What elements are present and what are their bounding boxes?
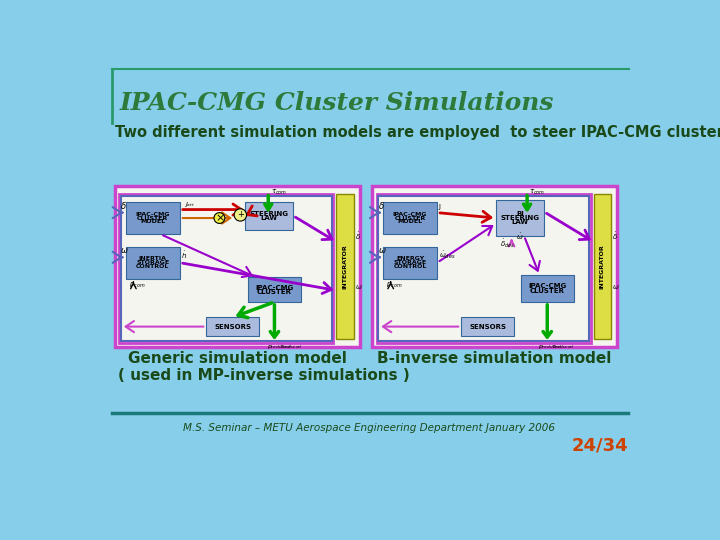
Bar [594,194,611,339]
Bar [336,194,354,339]
Text: STORAGE: STORAGE [136,260,169,265]
Text: $\delta$: $\delta$ [377,200,384,211]
Text: IPAC-CMG Cluster Simulations: IPAC-CMG Cluster Simulations [120,91,554,116]
Bar [245,202,293,230]
Text: $\dot{\omega}_{des}$: $\dot{\omega}_{des}$ [438,249,455,261]
Text: LAW: LAW [512,219,528,225]
Text: IPAC-CMG: IPAC-CMG [135,212,170,217]
Text: +: + [237,211,244,219]
Text: $\tau_{com}$: $\tau_{com}$ [271,188,287,197]
Bar [120,194,333,343]
Text: $\omega$: $\omega$ [377,246,386,255]
Bar [206,318,259,336]
Text: STORAGE: STORAGE [394,260,427,265]
Text: STEERING: STEERING [250,211,289,217]
Text: $p_{reduced}$: $p_{reduced}$ [538,343,562,351]
Text: IPAC-CMG: IPAC-CMG [528,284,567,289]
Text: ENERGY: ENERGY [396,256,424,261]
Text: MODEL: MODEL [140,219,166,224]
Circle shape [234,209,246,221]
Text: $p_{com}$: $p_{com}$ [129,281,145,290]
Text: IPAC-CMG: IPAC-CMG [256,285,294,291]
Text: CLUSTER: CLUSTER [137,215,168,220]
Text: $\dot{h}$: $\dot{h}$ [181,249,187,261]
Text: LAW: LAW [261,215,278,221]
Bar [378,195,589,341]
Text: CONTROL: CONTROL [393,264,427,269]
Text: $\dot{\delta}_{des}$: $\dot{\delta}_{des}$ [500,238,515,251]
Text: M.S. Seminar – METU Aerospace Engineering Department January 2006: M.S. Seminar – METU Aerospace Engineerin… [183,423,555,433]
Text: $\dot{\delta}$: $\dot{\delta}$ [355,231,361,242]
Bar [383,202,437,234]
Text: CLUSTER: CLUSTER [395,215,426,220]
Text: $\omega$: $\omega$ [355,283,363,291]
Text: $\delta$: $\delta$ [120,200,127,211]
Text: MODEL: MODEL [397,219,423,224]
Text: Two different simulation models are employed  to steer IPAC-CMG cluster: Two different simulation models are empl… [114,125,720,140]
Text: $p_{com}$: $p_{com}$ [386,281,402,290]
Bar [121,195,332,341]
Text: INTEGRATOR: INTEGRATOR [343,244,348,289]
Text: 24/34: 24/34 [571,437,628,455]
Text: $\omega$: $\omega$ [120,246,129,255]
Text: $\dot{\delta}$: $\dot{\delta}$ [612,231,618,242]
Text: $\tau_{reduced}$: $\tau_{reduced}$ [551,343,575,351]
Text: CLUSTER: CLUSTER [530,288,564,294]
Text: J: J [438,204,441,210]
Text: $p_{reduced}$: $p_{reduced}$ [266,343,291,351]
Bar [521,275,574,302]
Bar [383,247,437,279]
Text: $\omega$: $\omega$ [612,283,620,291]
Bar [126,202,180,234]
Text: STEERING: STEERING [500,215,539,221]
Bar [496,200,544,236]
Text: INERTIA: INERTIA [139,256,167,261]
Circle shape [214,213,225,224]
Bar [248,278,301,302]
Text: CONTROL: CONTROL [136,264,169,269]
Bar [372,186,617,347]
Text: SENSORS: SENSORS [214,323,251,329]
Text: $\times$: $\times$ [215,213,225,223]
Text: INTEGRATOR: INTEGRATOR [600,244,605,289]
Text: SENSORS: SENSORS [469,323,506,329]
Text: B-inverse simulation model: B-inverse simulation model [377,352,612,367]
Text: $\tau_{com}$: $\tau_{com}$ [529,188,546,197]
Text: CLUSTER: CLUSTER [257,289,292,295]
Text: Generic simulation model: Generic simulation model [128,352,347,367]
Text: $\tau_{reduced}$: $\tau_{reduced}$ [279,343,303,351]
Bar [114,186,360,347]
Text: $J_{att}$: $J_{att}$ [184,200,195,210]
Text: IPAC-CMG: IPAC-CMG [393,212,428,217]
Text: $\dot{\omega}$: $\dot{\omega}$ [516,231,523,241]
Bar [462,318,514,336]
Text: ( used in MP-inverse simulations ): ( used in MP-inverse simulations ) [118,368,410,383]
Bar [126,247,180,279]
Bar [377,194,590,343]
Text: BI: BI [516,211,524,217]
